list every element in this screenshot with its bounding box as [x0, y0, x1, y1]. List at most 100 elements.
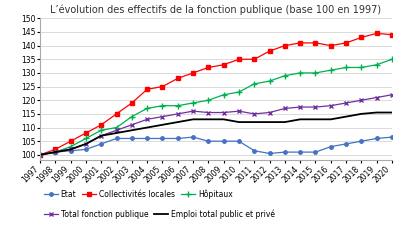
Etat: [99, 142, 104, 145]
Total fonction publique: [53, 151, 58, 153]
Collectivités locales: [328, 44, 333, 47]
Etat: [282, 151, 287, 153]
Etat: [390, 136, 394, 139]
Collectivités locales: [145, 88, 150, 91]
Total fonction publique: [99, 134, 104, 137]
Emploi total public et privé: [175, 121, 180, 123]
Etat: [298, 151, 302, 153]
Emploi total public et privé: [359, 112, 364, 115]
Emploi total public et privé: [344, 115, 348, 118]
Etat: [328, 145, 333, 148]
Emploi total public et privé: [160, 123, 165, 126]
Total fonction publique: [328, 104, 333, 107]
Collectivités locales: [130, 102, 134, 104]
Collectivités locales: [298, 41, 302, 44]
Collectivités locales: [359, 36, 364, 39]
Collectivités locales: [252, 58, 257, 61]
Total fonction publique: [114, 129, 119, 132]
Etat: [236, 140, 241, 143]
Collectivités locales: [84, 132, 88, 134]
Emploi total public et privé: [114, 132, 119, 134]
Etat: [68, 149, 73, 152]
Etat: [130, 137, 134, 140]
Legend: Total fonction publique, Emploi total public et privé: Total fonction publique, Emploi total pu…: [44, 210, 275, 219]
Emploi total public et privé: [267, 121, 272, 123]
Etat: [84, 148, 88, 151]
Collectivités locales: [221, 63, 226, 66]
Hôpitaux: [267, 80, 272, 82]
Hôpitaux: [38, 153, 42, 156]
Etat: [206, 140, 211, 143]
Total fonction publique: [313, 106, 318, 109]
Emploi total public et privé: [313, 118, 318, 121]
Etat: [359, 140, 364, 143]
Hôpitaux: [344, 66, 348, 69]
Collectivités locales: [38, 153, 42, 156]
Total fonction publique: [145, 118, 150, 121]
Emploi total public et privé: [236, 121, 241, 123]
Hôpitaux: [68, 145, 73, 148]
Etat: [53, 151, 58, 153]
Etat: [344, 142, 348, 145]
Collectivités locales: [114, 112, 119, 115]
Total fonction publique: [252, 112, 257, 115]
Hôpitaux: [282, 74, 287, 77]
Etat: [114, 137, 119, 140]
Total fonction publique: [206, 111, 211, 114]
Total fonction publique: [282, 107, 287, 110]
Collectivités locales: [68, 140, 73, 143]
Emploi total public et privé: [374, 111, 379, 114]
Etat: [267, 152, 272, 155]
Emploi total public et privé: [38, 153, 42, 156]
Line: Collectivités locales: Collectivités locales: [38, 32, 394, 157]
Etat: [313, 151, 318, 153]
Collectivités locales: [236, 58, 241, 61]
Total fonction publique: [236, 110, 241, 112]
Total fonction publique: [68, 148, 73, 151]
Total fonction publique: [38, 153, 42, 156]
Hôpitaux: [298, 71, 302, 74]
Total fonction publique: [359, 99, 364, 102]
Etat: [221, 140, 226, 143]
Hôpitaux: [313, 71, 318, 74]
Total fonction publique: [160, 115, 165, 118]
Total fonction publique: [374, 96, 379, 99]
Hôpitaux: [374, 63, 379, 66]
Emploi total public et privé: [221, 118, 226, 121]
Hôpitaux: [175, 104, 180, 107]
Collectivités locales: [374, 32, 379, 35]
Etat: [374, 137, 379, 140]
Emploi total public et privé: [390, 111, 394, 114]
Line: Hôpitaux: Hôpitaux: [37, 57, 395, 158]
Emploi total public et privé: [68, 148, 73, 151]
Hôpitaux: [390, 58, 394, 61]
Hôpitaux: [359, 66, 364, 69]
Emploi total public et privé: [252, 121, 257, 123]
Hôpitaux: [160, 104, 165, 107]
Emploi total public et privé: [99, 134, 104, 137]
Hôpitaux: [221, 93, 226, 96]
Etat: [191, 136, 196, 139]
Hôpitaux: [236, 91, 241, 93]
Collectivités locales: [390, 33, 394, 36]
Total fonction publique: [344, 102, 348, 104]
Hôpitaux: [84, 137, 88, 140]
Hôpitaux: [206, 99, 211, 102]
Collectivités locales: [206, 66, 211, 69]
Collectivités locales: [313, 41, 318, 44]
Total fonction publique: [267, 111, 272, 114]
Title: L’évolution des effectifs de la fonction publique (base 100 en 1997): L’évolution des effectifs de la fonction…: [50, 4, 382, 15]
Hôpitaux: [252, 82, 257, 85]
Total fonction publique: [221, 111, 226, 114]
Hôpitaux: [99, 129, 104, 132]
Line: Etat: Etat: [38, 135, 394, 157]
Collectivités locales: [191, 71, 196, 74]
Collectivités locales: [267, 50, 272, 52]
Etat: [38, 153, 42, 156]
Hôpitaux: [145, 107, 150, 110]
Total fonction publique: [191, 110, 196, 112]
Emploi total public et privé: [328, 118, 333, 121]
Total fonction publique: [298, 106, 302, 109]
Collectivités locales: [99, 123, 104, 126]
Emploi total public et privé: [282, 121, 287, 123]
